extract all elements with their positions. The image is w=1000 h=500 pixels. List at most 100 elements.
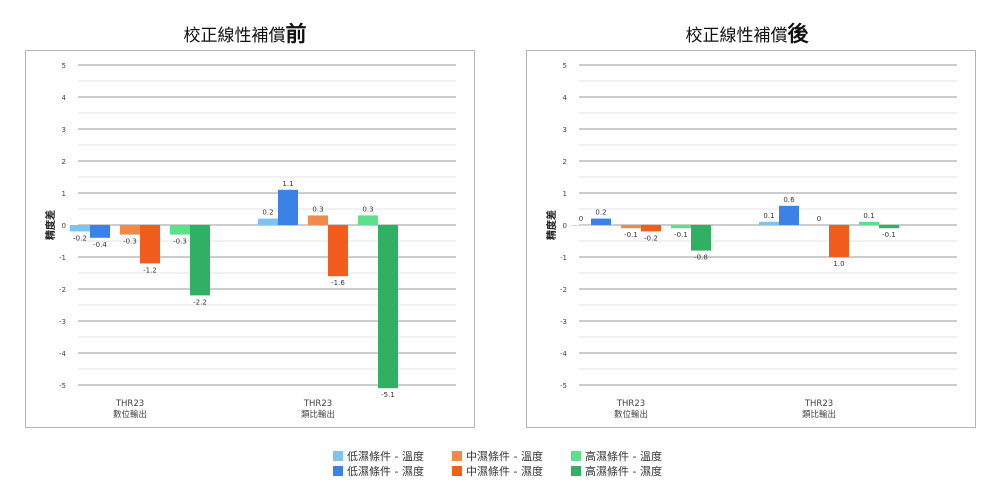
data-label: 0.6 [783, 196, 795, 204]
legend-item: 高濕條件 - 濕度 [571, 465, 662, 479]
right-chart-title: 校正線性補償後 [597, 18, 897, 48]
bar [859, 221, 879, 225]
left-chart-title-main: 校正線性補償 [183, 26, 286, 46]
right-chart-plot: 5 4 3 2 1 0 -1 -2 -3 -4 -5 精度差 0 0.1 0.2 0.6 -0.1 0 -0.2 1.… [545, 62, 957, 420]
legend-label: 低濕條件 - 溫度 [347, 450, 424, 463]
data-label: -5.1 [381, 391, 395, 399]
bar [120, 225, 140, 235]
data-label: -0.1 [624, 231, 638, 239]
chart-legend: 低濕條件 - 溫度 中濕條件 - 溫度 高濕條件 - 溫度 低濕條件 - 濕度 … [333, 450, 753, 482]
legend-label: 高濕條件 - 溫度 [585, 450, 662, 463]
y-tick-label: 4 [563, 94, 568, 102]
data-label: 0 [817, 215, 821, 223]
data-label: 0.3 [362, 205, 373, 213]
bar [591, 218, 611, 225]
bar [190, 225, 210, 296]
left-chart-title: 校正線性補償前 [95, 18, 395, 48]
y-tick-label: -1 [59, 254, 66, 262]
bar [759, 221, 779, 225]
bar [140, 225, 160, 264]
bar [691, 225, 711, 251]
y-tick-label: 2 [563, 158, 567, 166]
data-label: 1.0 [833, 260, 844, 268]
legend-label: 高濕條件 - 濕度 [585, 465, 662, 478]
bar [779, 205, 799, 225]
data-label: 0.2 [595, 209, 606, 217]
right-chart-panel: 5 4 3 2 1 0 -1 -2 -3 -4 -5 精度差 0 0.1 0.2 0.6 -0.1 0 -0.2 1.… [526, 50, 976, 428]
y-tick-label: -4 [560, 350, 568, 358]
data-label: 0.1 [863, 212, 874, 220]
y-tick-label: 2 [62, 158, 66, 166]
data-label: 0.1 [763, 212, 774, 220]
legend-item: 中濕條件 - 濕度 [452, 465, 543, 479]
data-label: -2.2 [193, 298, 207, 306]
legend-item: 低濕條件 - 濕度 [333, 465, 424, 479]
bar [621, 225, 641, 229]
right-chart-title-emph: 後 [787, 22, 809, 46]
y-tick-label: 3 [563, 126, 567, 134]
bar [641, 225, 661, 232]
bar [258, 218, 278, 225]
y-tick-label: -5 [59, 382, 66, 390]
category-label: 類比輸出 [301, 409, 335, 420]
category-label: THR23 [804, 399, 833, 409]
data-label: -1.2 [143, 266, 157, 274]
y-tick-label: 5 [62, 62, 66, 70]
legend-swatch [452, 466, 462, 476]
bar [378, 225, 398, 389]
legend-swatch [571, 466, 581, 476]
legend-swatch [333, 451, 343, 461]
data-label: -1.6 [331, 279, 345, 287]
data-label: -0.1 [674, 231, 688, 239]
left-chart-plot: 5 4 3 2 1 0 -1 -2 -3 -4 -5 精度差 -0.2 0.2 -0.4 1.1 -0.3 0.3… [44, 62, 456, 420]
category-label: THR23 [303, 399, 332, 409]
y-tick-label: -3 [59, 318, 66, 326]
y-tick-label: 1 [563, 190, 567, 198]
y-tick-label: 5 [563, 62, 567, 70]
bar [170, 225, 190, 235]
bar [571, 225, 591, 226]
y-tick-label: -5 [560, 382, 567, 390]
bar [809, 225, 829, 226]
bar [671, 225, 691, 229]
data-label: 0 [579, 215, 583, 223]
legend-item: 高濕條件 - 溫度 [571, 450, 662, 464]
y-tick-label: -2 [560, 286, 567, 294]
bar [70, 225, 90, 232]
right-chart-title-main: 校正線性補償 [685, 26, 788, 46]
y-tick-label: 3 [62, 126, 66, 134]
bar [308, 215, 328, 225]
bar [278, 189, 298, 225]
legend-swatch [452, 451, 462, 461]
y-tick-label: -4 [59, 350, 67, 358]
legend-swatch [333, 466, 343, 476]
y-axis-label: 精度差 [44, 210, 57, 240]
legend-item: 低濕條件 - 溫度 [333, 450, 424, 464]
data-label: -0.2 [73, 234, 87, 242]
category-label: THR23 [115, 399, 144, 409]
bar [358, 215, 378, 225]
y-tick-label: -3 [560, 318, 567, 326]
bar [90, 225, 110, 238]
data-label: -0.8 [694, 254, 708, 262]
legend-label: 低濕條件 - 濕度 [347, 465, 424, 478]
legend-swatch [571, 451, 581, 461]
legend-item: 中濕條件 - 溫度 [452, 450, 543, 464]
category-label: THR23 [616, 399, 645, 409]
data-label: 0.2 [262, 209, 273, 217]
data-label: 1.1 [282, 180, 293, 188]
bar [879, 225, 899, 229]
data-label: -0.4 [93, 241, 107, 249]
category-label: 數位輸出 [113, 409, 147, 420]
y-tick-label: 4 [62, 94, 67, 102]
data-label: -0.1 [882, 231, 896, 239]
data-label: -0.2 [644, 234, 658, 242]
data-label: 0.3 [312, 205, 323, 213]
y-tick-label: -1 [560, 254, 567, 262]
data-label: -0.3 [123, 238, 137, 246]
left-chart-panel: 5 4 3 2 1 0 -1 -2 -3 -4 -5 精度差 -0.2 0.2 -0.4 1.1 -0.3 0.3… [25, 50, 475, 428]
category-label: 類比輸出 [802, 409, 836, 420]
left-chart-title-emph: 前 [285, 22, 307, 46]
y-tick-label: 0 [563, 222, 567, 230]
y-tick-label: -2 [59, 286, 66, 294]
